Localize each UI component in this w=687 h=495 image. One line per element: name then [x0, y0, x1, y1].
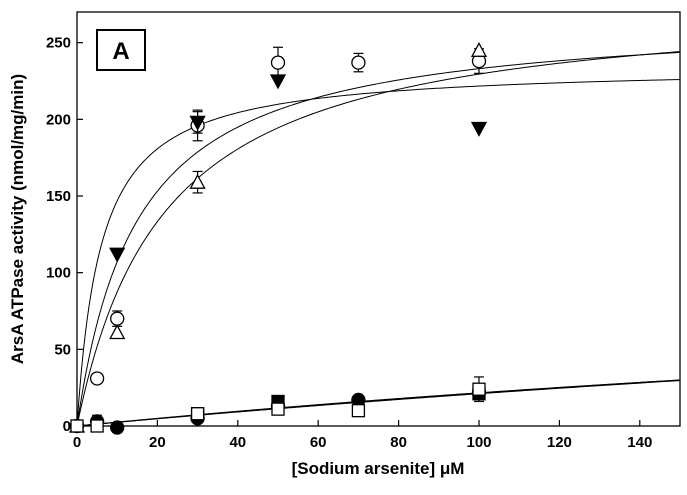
data-points — [68, 41, 488, 435]
axis-ticks: 0 20 40 60 80 100 120 140 0 50 100 150 200 250 — [46, 35, 652, 451]
y-tick-label: 50 — [54, 341, 71, 358]
x-tick-label: 20 — [149, 434, 166, 451]
fitted-curve — [76, 379, 681, 427]
y-tick-label: 200 — [46, 111, 71, 128]
filled-triangle-down-marker — [189, 115, 206, 131]
filled-circle-marker — [110, 420, 125, 435]
filled-triangle-down-marker — [109, 247, 126, 263]
fitted-curve — [76, 51, 681, 427]
open-circle-marker — [110, 311, 125, 326]
x-tick-label: 40 — [229, 434, 246, 451]
open-circle-marker — [351, 55, 366, 70]
open-square-marker — [271, 402, 285, 416]
x-tick-label: 120 — [547, 434, 572, 451]
open-square-marker — [70, 419, 84, 433]
open-square-marker — [190, 407, 205, 421]
x-tick-label: 100 — [466, 434, 491, 451]
open-triangle-up-marker — [189, 173, 206, 189]
fitted-curve — [76, 379, 681, 427]
fitted-curve — [76, 79, 681, 427]
y-tick-label: 250 — [46, 35, 71, 52]
fitted-curves — [76, 51, 681, 427]
filled-triangle-down-marker — [269, 74, 287, 90]
open-square-marker — [351, 404, 366, 418]
y-axis-title: ArsA ATPase activity (nmol/mg/min) — [8, 74, 27, 364]
filled-triangle-down-marker — [470, 121, 488, 137]
open-circle-marker — [89, 371, 105, 386]
panel-label: A — [112, 38, 129, 65]
fitted-curve — [76, 51, 681, 427]
open-square-marker — [90, 419, 104, 433]
open-square-marker — [472, 382, 486, 396]
open-triangle-up-marker — [470, 41, 488, 57]
plot-frame — [76, 11, 681, 427]
x-axis-title: [Sodium arsenite] μM — [292, 459, 465, 478]
x-tick-label: 80 — [390, 434, 407, 451]
open-circle-marker — [270, 55, 286, 70]
y-tick-label: 0 — [63, 418, 71, 435]
y-tick-label: 150 — [46, 188, 71, 205]
fitted-curve — [76, 380, 681, 427]
x-tick-label: 140 — [627, 434, 652, 451]
x-tick-label: 60 — [310, 434, 327, 451]
panel-label-box — [96, 29, 146, 71]
x-tick-label: 0 — [73, 434, 81, 451]
y-tick-label: 100 — [46, 265, 71, 282]
open-triangle-up-marker — [109, 324, 126, 340]
